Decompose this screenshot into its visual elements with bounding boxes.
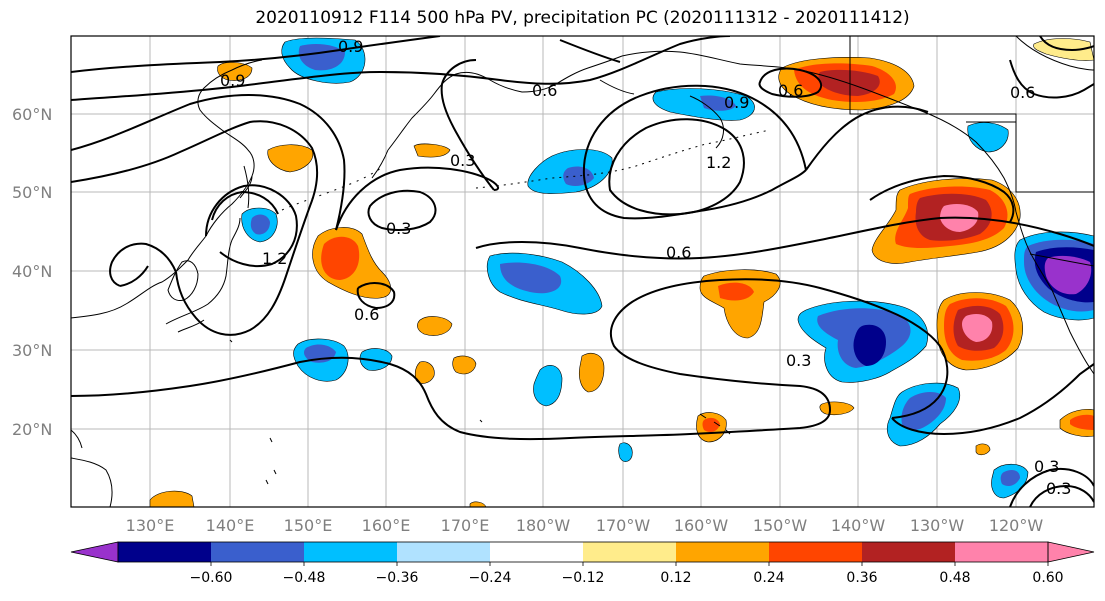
contour-label: 1.2 <box>706 153 731 172</box>
map-frame <box>70 35 1095 508</box>
colorbar-tick-label: 0.36 <box>846 570 877 586</box>
lon-tick-label: 160°W <box>674 516 729 535</box>
lat-tick-label: 40°N <box>12 262 52 281</box>
colorbar-arrow-high <box>1047 541 1095 563</box>
colorbar-segment <box>397 542 490 562</box>
contour-label: 0.6 <box>666 243 691 262</box>
colorbar-arrow-low <box>70 541 119 563</box>
lat-tick-label: 50°N <box>12 183 52 202</box>
coastlines <box>71 36 1094 507</box>
colorbar-segment <box>211 542 304 562</box>
colorbar: −0.60 −0.48 −0.36 −0.24 −0.12 0.12 0.24 0.36 0.4… <box>70 541 1095 586</box>
lat-tick-label: 30°N <box>12 341 52 360</box>
colorbar-segment <box>955 542 1048 562</box>
lat-axis: 60°N 50°N 40°N 30°N 20°N <box>12 105 52 439</box>
colorbar-segment <box>304 542 397 562</box>
contour-label: 0.3 <box>1034 457 1059 476</box>
contour-label: 0.3 <box>1046 479 1071 498</box>
colorbar-segment <box>118 542 211 562</box>
lon-axis: 130°E 140°E 150°E 160°E 170°E 180°W 170°… <box>126 516 1044 535</box>
colorbar-tick-label: −0.48 <box>283 570 326 586</box>
colorbar-tick-label: 0.48 <box>939 570 970 586</box>
contour-label: 0.6 <box>354 305 379 324</box>
contour-label: 0.3 <box>386 219 411 238</box>
map-title: 2020110912 F114 500 hPa PV, precipitatio… <box>255 8 910 28</box>
colorbar-tick-label: −0.36 <box>376 570 419 586</box>
lon-tick-label: 120°W <box>989 516 1044 535</box>
colorbar-tick-label: −0.60 <box>190 570 233 586</box>
contour-label: 1.2 <box>262 249 287 268</box>
lon-tick-label: 130°E <box>126 516 175 535</box>
contour-label: 0.9 <box>338 37 363 56</box>
colorbar-tick-label: 0.24 <box>753 570 784 586</box>
graticule <box>71 36 1094 507</box>
lon-tick-label: 170°E <box>441 516 490 535</box>
lat-tick-label: 20°N <box>12 420 52 439</box>
lon-tick-label: 150°W <box>753 516 808 535</box>
map-plot-area: 0.9 0.9 0.6 0.9 0.6 0.3 1.2 0.3 1.2 0.6 … <box>71 36 1094 507</box>
lon-tick-label: 140°E <box>206 516 255 535</box>
contour-label: 0.6 <box>1010 83 1035 102</box>
lon-tick-label: 170°W <box>596 516 651 535</box>
contour-label: 0.6 <box>778 81 803 100</box>
lon-tick-label: 140°W <box>831 516 886 535</box>
lat-tick-label: 60°N <box>12 105 52 124</box>
colorbar-tick-label: 0.12 <box>660 570 691 586</box>
pv-contour-labels: 0.9 0.9 0.6 0.9 0.6 0.3 1.2 0.3 1.2 0.6 … <box>220 37 1071 498</box>
lon-tick-label: 180°W <box>516 516 571 535</box>
contour-label: 0.3 <box>450 151 475 170</box>
colorbar-tick-label: 0.60 <box>1032 570 1063 586</box>
contour-label: 0.9 <box>220 71 245 90</box>
lon-tick-label: 160°E <box>362 516 411 535</box>
colorbar-tick-label: −0.24 <box>469 570 512 586</box>
colorbar-tick-label: −0.12 <box>562 570 605 586</box>
contour-label: 0.3 <box>786 351 811 370</box>
lon-tick-label: 150°E <box>284 516 333 535</box>
colorbar-segment <box>862 542 955 562</box>
lon-tick-label: 130°W <box>910 516 965 535</box>
colorbar-segment <box>583 542 676 562</box>
colorbar-segment <box>676 542 769 562</box>
colorbar-segment <box>769 542 862 562</box>
colorbar-segment <box>490 542 583 562</box>
contour-label: 0.6 <box>532 81 557 100</box>
pv-contours <box>71 36 1094 507</box>
contour-label: 0.9 <box>724 93 749 112</box>
